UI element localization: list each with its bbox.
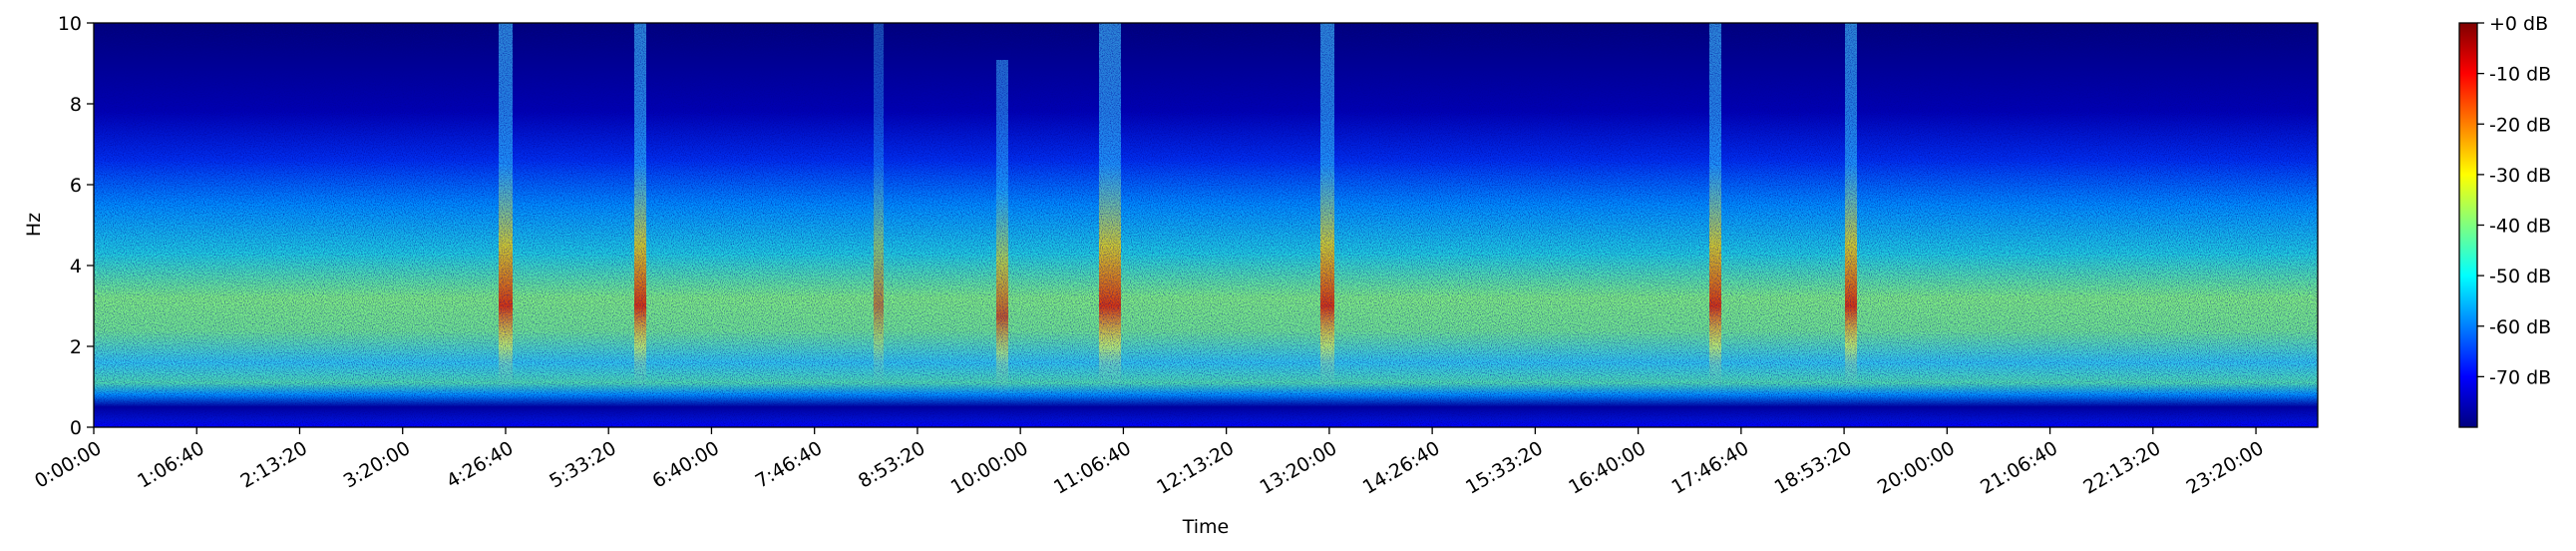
x-tick-label: 10:00:00	[947, 437, 1032, 499]
colorbar-tick-label: -70 dB	[2489, 366, 2551, 388]
x-tick-label: 1:06:40	[134, 437, 207, 493]
x-tick-label: 8:53:20	[855, 437, 928, 493]
x-tick-label: 6:40:00	[649, 437, 723, 493]
x-tick-label: 7:46:40	[752, 437, 826, 493]
y-tick-label: 0	[70, 417, 82, 439]
x-tick-label: 17:46:40	[1667, 437, 1752, 499]
x-axis-label: Time	[1182, 516, 1230, 538]
x-tick-label: 3:20:00	[340, 437, 414, 493]
y-tick-label: 10	[58, 13, 82, 35]
y-tick-label: 4	[70, 256, 82, 277]
x-tick-label: 13:20:00	[1256, 437, 1340, 499]
y-axis-label: Hz	[23, 213, 45, 237]
x-tick-label: 5:33:20	[546, 437, 619, 493]
x-tick-label: 15:33:20	[1462, 437, 1547, 499]
colorbar	[2458, 22, 2478, 428]
x-tick-label: 11:06:40	[1050, 437, 1135, 499]
y-tick-label: 8	[70, 94, 82, 116]
colorbar-tick-label: -50 dB	[2489, 266, 2551, 287]
x-tick-label: 16:40:00	[1565, 437, 1650, 499]
x-tick-label: 12:13:20	[1153, 437, 1238, 499]
colorbar-tick-label: +0 dB	[2489, 13, 2548, 35]
colorbar-tick-label: -20 dB	[2489, 114, 2551, 136]
y-tick-label: 2	[70, 336, 82, 358]
x-tick-label: 23:20:00	[2183, 437, 2268, 499]
spectrogram-texture	[94, 23, 2318, 427]
x-tick-label: 4:26:40	[443, 437, 517, 493]
x-tick-label: 20:00:00	[1874, 437, 1959, 499]
x-tick-label: 14:26:40	[1359, 437, 1444, 499]
colorbar-tick-label: -10 dB	[2489, 64, 2551, 86]
x-tick-label: 0:00:00	[31, 437, 105, 493]
y-tick-label: 6	[70, 175, 82, 197]
x-tick-label: 18:53:20	[1771, 437, 1856, 499]
x-tick-label: 2:13:20	[237, 437, 311, 493]
colorbar-tick-label: -60 dB	[2489, 316, 2551, 338]
colorbar-tick-label: -30 dB	[2489, 165, 2551, 187]
spectrogram-image	[94, 23, 2318, 427]
plot-frame	[93, 22, 2319, 428]
x-tick-label: 22:13:20	[2079, 437, 2164, 499]
colorbar-tick-label: -40 dB	[2489, 216, 2551, 238]
x-tick-label: 21:06:40	[1977, 437, 2061, 499]
